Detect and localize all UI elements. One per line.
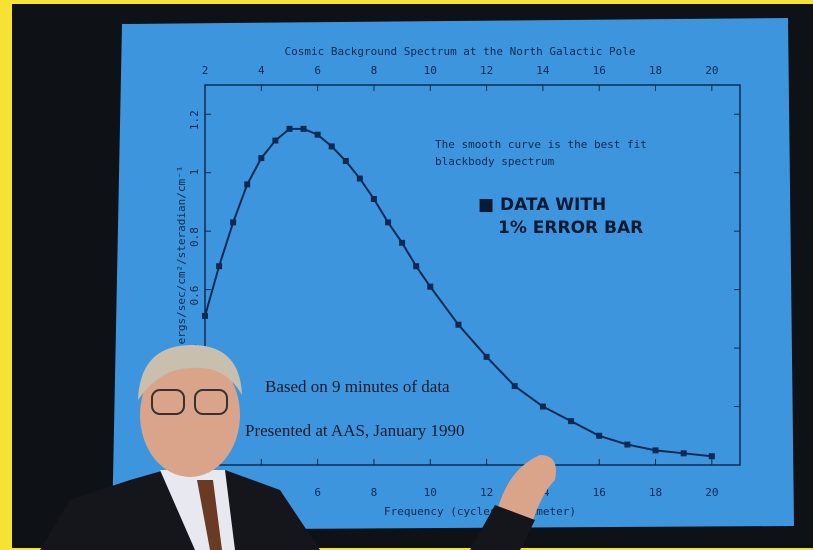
y-tick-label: 0.8 — [188, 227, 201, 247]
data-point — [286, 125, 293, 132]
x-tick-label: 16 — [593, 64, 606, 77]
data-point — [568, 418, 575, 425]
data-point — [244, 181, 251, 188]
x-tick-label: 10 — [424, 64, 437, 77]
data-point — [483, 353, 490, 360]
data-point — [216, 263, 223, 270]
x-tick-label: 18 — [649, 64, 662, 77]
x-tick-label: 14 — [536, 64, 550, 77]
data-point — [328, 143, 335, 150]
glasses — [194, 389, 228, 415]
data-point — [455, 321, 462, 328]
y-axis-label: ergs/sec/cm²/steradian/cm⁻¹ — [175, 166, 188, 345]
x-tick-label: 2 — [202, 64, 209, 77]
annotation: Presented at AAS, January 1990 — [245, 421, 465, 440]
data-point — [652, 447, 659, 454]
data-point — [399, 239, 406, 246]
chart-title: Cosmic Background Spectrum at the North … — [285, 45, 636, 58]
data-point — [596, 432, 603, 439]
data-point — [300, 125, 307, 132]
data-point — [624, 441, 631, 448]
speaker-hair — [138, 345, 242, 400]
annotation: Based on 9 minutes of data — [265, 377, 450, 396]
speaker-sleeve — [470, 505, 535, 550]
data-point — [680, 450, 687, 457]
x-tick-label: 18 — [649, 486, 662, 499]
x-tick-label: 20 — [705, 486, 718, 499]
speaker-tie — [197, 480, 222, 550]
data-point — [342, 158, 349, 164]
y-tick-label: 0.6 — [188, 286, 201, 306]
annotation: 1% ERROR BAR — [498, 218, 643, 238]
data-point — [356, 175, 363, 182]
data-point — [385, 219, 392, 226]
data-point — [413, 263, 420, 270]
data-point — [370, 196, 377, 202]
data-point — [230, 219, 237, 226]
x-tick-label: 6 — [314, 64, 321, 77]
y-tick-label: 1.2 — [188, 110, 201, 130]
x-tick-label: 10 — [424, 486, 437, 499]
x-tick-label: 12 — [480, 486, 493, 499]
plot-frame — [204, 84, 741, 466]
data-point — [272, 137, 279, 144]
projection-screen — [112, 18, 794, 530]
data-point — [314, 131, 321, 138]
x-tick-label: 4 — [258, 64, 265, 77]
x-tick-label: 8 — [371, 486, 378, 499]
annotation: The smooth curve is the best fit — [435, 138, 647, 151]
y-tick-label: 1 — [188, 169, 201, 176]
x-tick-label: 20 — [705, 64, 718, 77]
glasses — [151, 389, 185, 415]
x-axis-label: Frequency (cycles/centimeter) — [384, 505, 576, 518]
data-point — [511, 383, 518, 390]
annotation: ■ DATA WITH — [478, 195, 606, 215]
x-tick-label: 6 — [314, 486, 321, 499]
annotation: blackbody spectrum — [435, 155, 555, 168]
data-point — [539, 403, 546, 410]
speaker-head — [140, 353, 240, 477]
data-point — [202, 312, 208, 319]
x-tick-label: 8 — [371, 64, 378, 77]
x-tick-label: 16 — [593, 486, 606, 499]
data-point — [708, 453, 715, 460]
data-point — [258, 155, 265, 162]
data-point — [427, 283, 434, 290]
x-tick-label: 12 — [480, 64, 493, 77]
